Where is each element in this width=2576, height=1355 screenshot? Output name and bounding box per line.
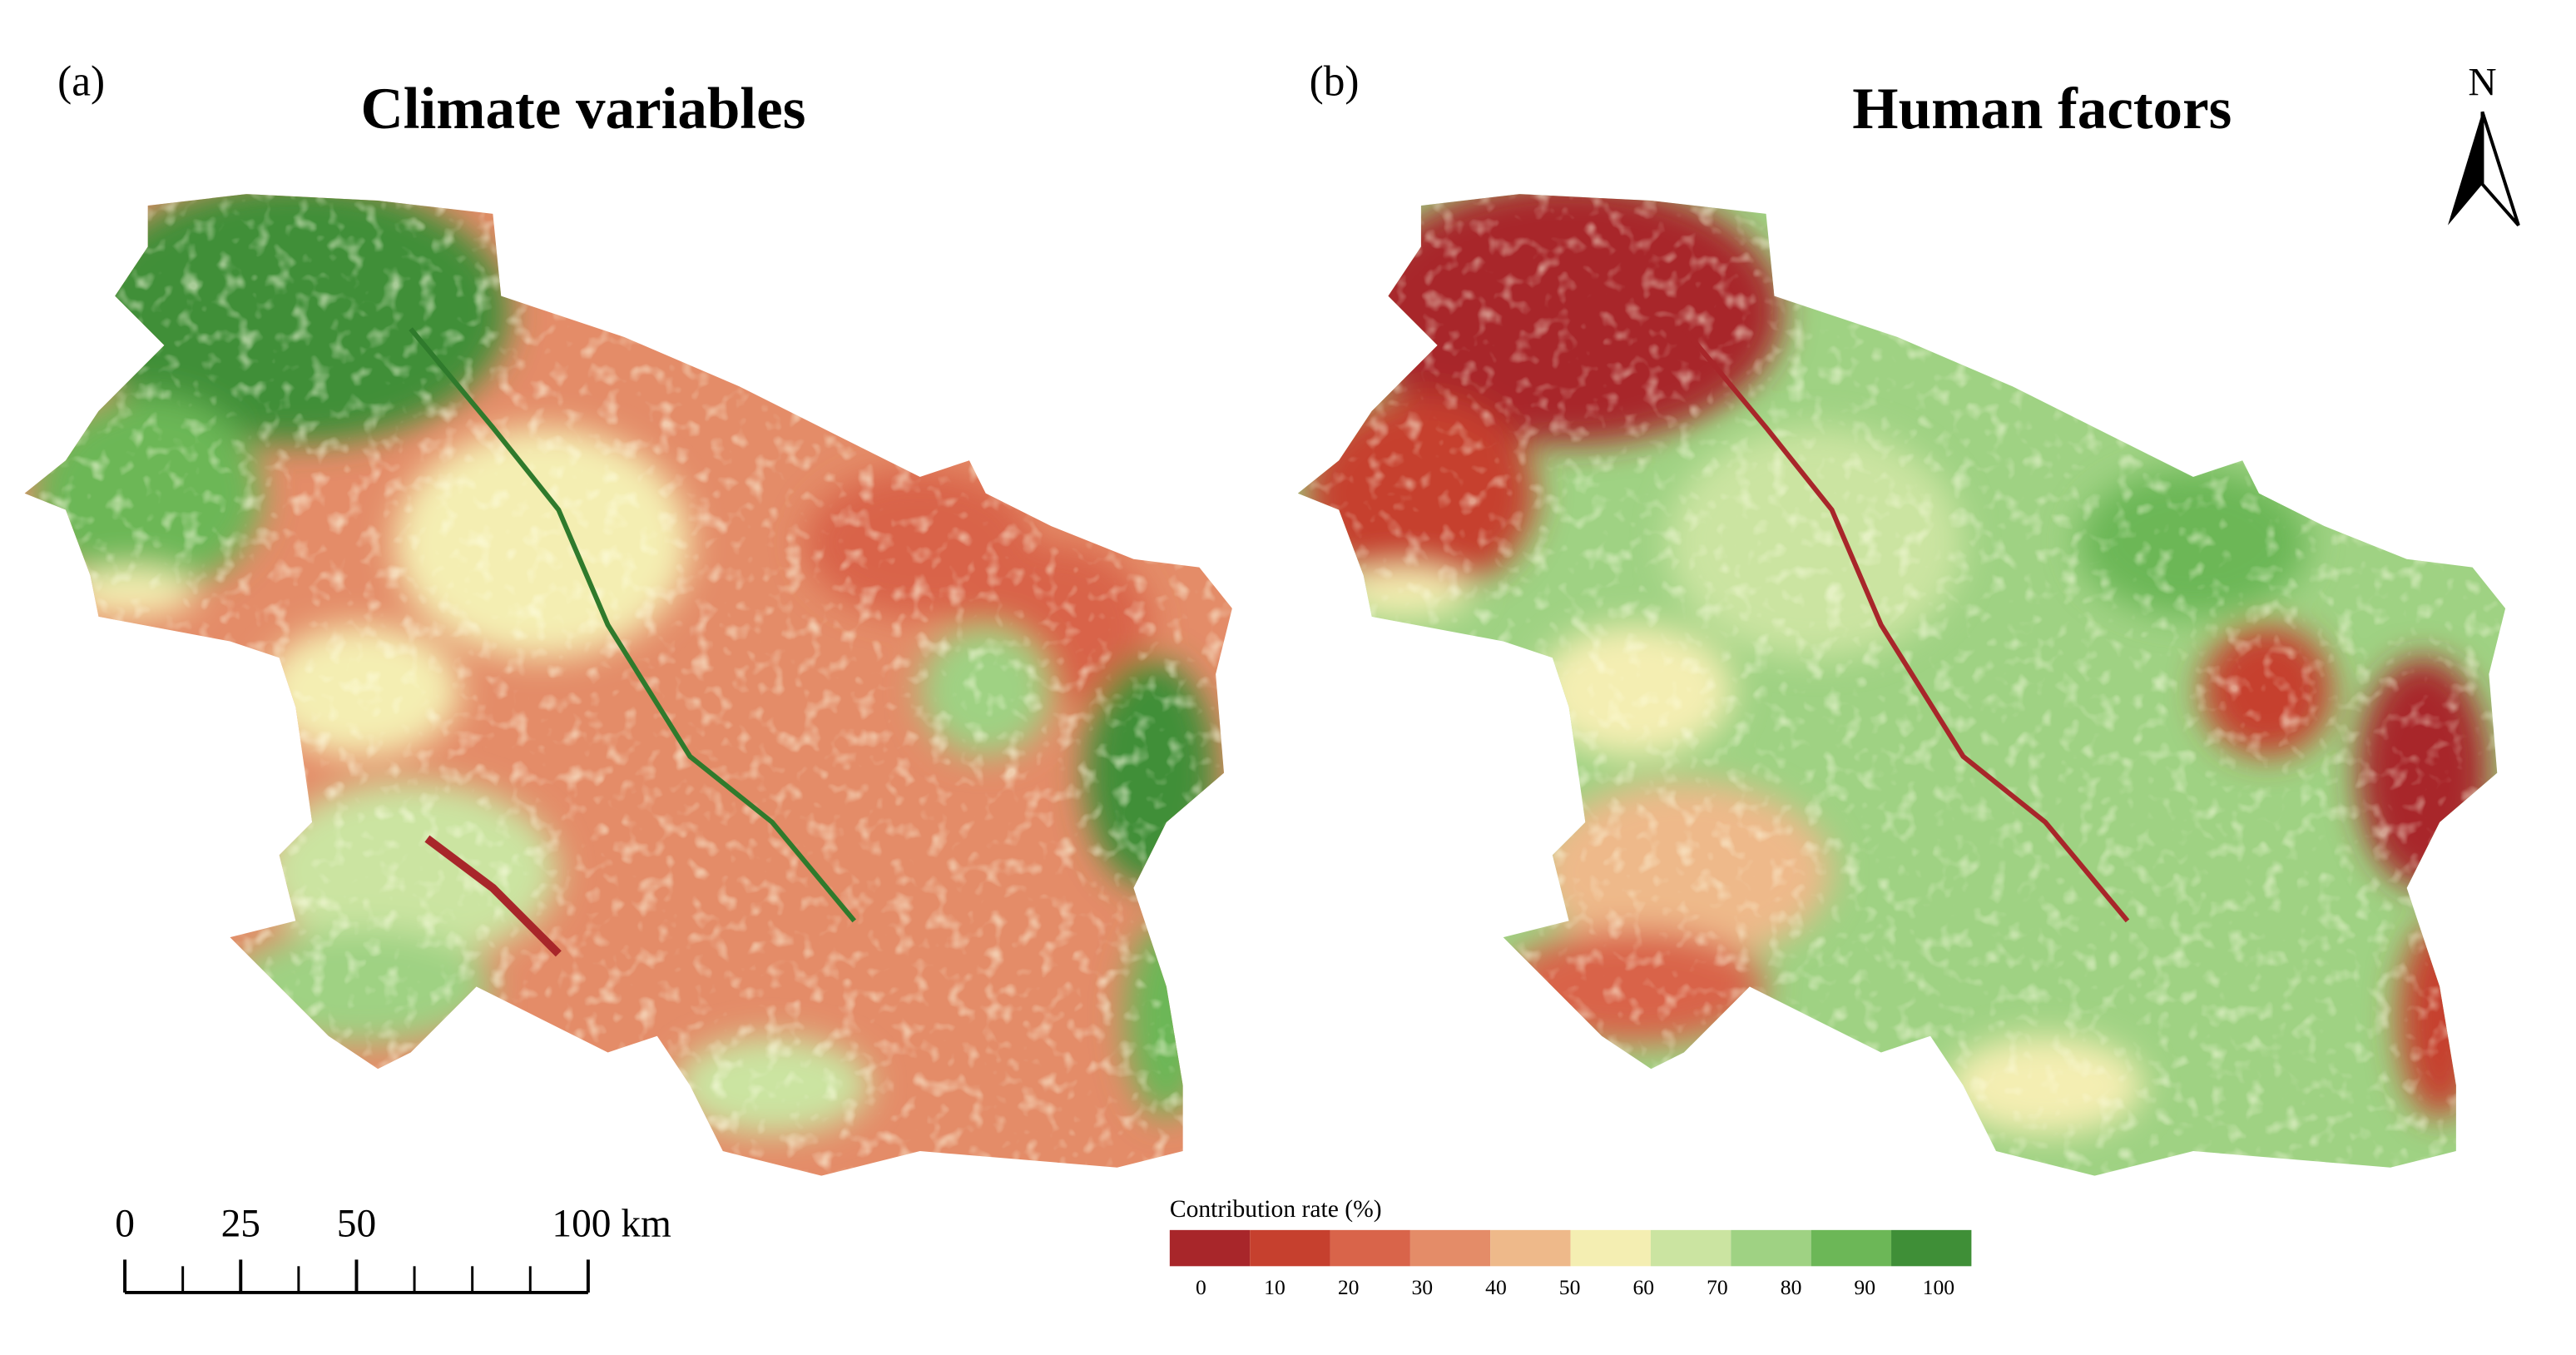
legend-title: Contribution rate (%) bbox=[1170, 1196, 1382, 1223]
legend-swatch bbox=[1409, 1229, 1491, 1267]
north-arrow bbox=[2447, 112, 2483, 226]
legend-label: 20 bbox=[1338, 1275, 1360, 1299]
legend-label: 60 bbox=[1632, 1275, 1654, 1299]
legend-swatch bbox=[1570, 1229, 1651, 1267]
legend-swatch bbox=[1250, 1229, 1330, 1267]
legend-swatch bbox=[1731, 1229, 1811, 1267]
legend-label: 70 bbox=[1707, 1275, 1728, 1299]
legend-label: 40 bbox=[1485, 1275, 1507, 1299]
legend-swatch bbox=[1169, 1229, 1251, 1267]
scale-label: 0 bbox=[115, 1203, 135, 1246]
panel-label: (b) bbox=[1310, 58, 1360, 106]
map-human bbox=[1297, 194, 2506, 1176]
north-label: N bbox=[2468, 62, 2496, 105]
legend-swatch bbox=[1330, 1229, 1410, 1267]
legend-swatch bbox=[1650, 1229, 1731, 1267]
legend-label: 10 bbox=[1264, 1275, 1286, 1299]
scale-label: 25 bbox=[221, 1203, 260, 1246]
legend-label: 80 bbox=[1781, 1275, 1802, 1299]
legend-swatch bbox=[1811, 1229, 1892, 1267]
legend: Contribution rate (%) 0 10 20 30 40 50 60 70 80 9… bbox=[1169, 1196, 1972, 1299]
legend-label: 0 bbox=[1196, 1275, 1206, 1299]
legend-label: 30 bbox=[1411, 1275, 1433, 1299]
scale-label: 100 km bbox=[552, 1203, 671, 1246]
panel-label: (a) bbox=[57, 58, 105, 106]
legend-swatch bbox=[1490, 1229, 1571, 1267]
scale-label: 50 bbox=[337, 1203, 376, 1246]
scale-bar: 0 25 50 100 km bbox=[115, 1203, 671, 1294]
legend-label: 90 bbox=[1854, 1275, 1875, 1299]
legend-label: 50 bbox=[1559, 1275, 1581, 1299]
panel-title: Human factors bbox=[1852, 77, 2232, 141]
north-arrow bbox=[2480, 111, 2520, 226]
legend-swatch bbox=[1891, 1229, 1972, 1267]
legend-label: 100 bbox=[1923, 1275, 1954, 1299]
map-climate bbox=[24, 194, 1232, 1176]
panel-title: Climate variables bbox=[360, 77, 805, 141]
